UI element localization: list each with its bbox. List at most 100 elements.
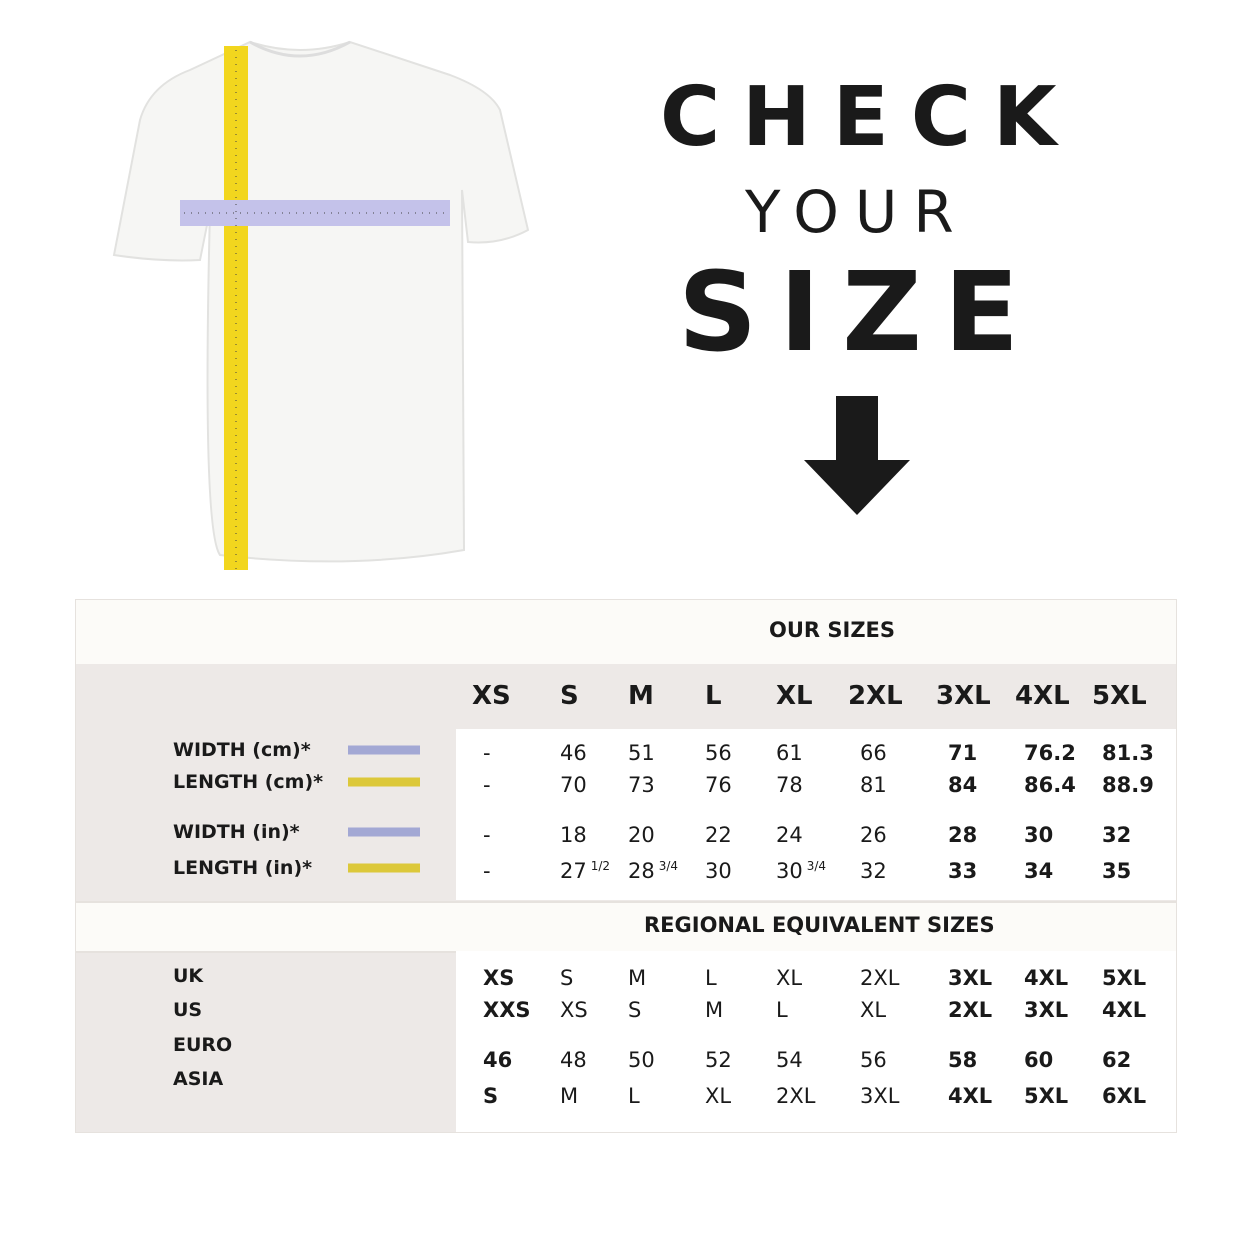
measurement-cell: 76.2 — [1024, 741, 1076, 765]
region-label: EURO — [173, 1034, 233, 1056]
size-header: 2XL — [848, 681, 903, 711]
regional-size-cell: 2XL — [948, 998, 993, 1022]
value: 76 — [705, 773, 732, 797]
tshirt-measurement-illustration — [112, 40, 530, 570]
region-label: US — [173, 999, 203, 1021]
regional-size-cell: XXS — [483, 998, 531, 1022]
value: 66 — [860, 741, 887, 765]
regional-size-cell: 3XL — [860, 1084, 900, 1108]
measurement-cell: 34 — [1024, 859, 1053, 883]
measurement-cell: 76 — [705, 773, 732, 797]
measurement-cell: - — [483, 859, 491, 883]
regional-size-cell: 60 — [1024, 1048, 1054, 1072]
measurement-cell: 66 — [860, 741, 887, 765]
measurement-cell: 46 — [560, 741, 587, 765]
measurement-cell: - — [483, 741, 491, 765]
regional-size-cell: 50 — [628, 1048, 655, 1072]
width-tape — [180, 200, 450, 226]
measurement-cell: 20 — [628, 823, 655, 847]
regional-size-cell: 6XL — [1102, 1084, 1147, 1108]
size-header: XL — [776, 681, 813, 711]
value: 56 — [705, 741, 732, 765]
measurement-cell: 26 — [860, 823, 887, 847]
regional-size-cell: M — [705, 998, 724, 1022]
value: 46 — [560, 741, 587, 765]
measurement-cell: 32 — [860, 859, 887, 883]
size-header: XS — [472, 681, 511, 711]
regional-size-cell: 62 — [1102, 1048, 1132, 1072]
regional-size-cell: 4XL — [948, 1084, 993, 1108]
regional-size-cell: L — [705, 966, 717, 990]
value: 81 — [860, 773, 887, 797]
regional-size-cell: L — [776, 998, 788, 1022]
value: 34 — [1024, 859, 1054, 883]
value: 61 — [776, 741, 803, 765]
regional-size-cell: XS — [560, 998, 588, 1022]
measurement-cell: 71 — [948, 741, 977, 765]
regional-size-cell: 3XL — [1024, 998, 1069, 1022]
headline-your: YOUR — [745, 178, 970, 246]
measurement-cell: 61 — [776, 741, 803, 765]
regional-size-cell: 5XL — [1102, 966, 1147, 990]
regional-size-cell: 54 — [776, 1048, 803, 1072]
value: 20 — [628, 823, 655, 847]
measurement-label: WIDTH (in)* — [173, 821, 300, 843]
regional-size-cell: L — [628, 1084, 640, 1108]
value: 28 — [628, 859, 655, 883]
measurement-cell: 70 — [560, 773, 587, 797]
value: 70 — [560, 773, 587, 797]
value: 18 — [560, 823, 587, 847]
regional-header-band — [76, 901, 1176, 953]
length-tape — [224, 46, 248, 570]
value: - — [483, 773, 491, 797]
value: 28 — [948, 823, 978, 847]
regional-size-cell: XL — [776, 966, 803, 990]
size-header: 3XL — [936, 681, 991, 711]
measurement-cell: 35 — [1102, 859, 1131, 883]
regional-size-cell: 4XL — [1102, 998, 1147, 1022]
fraction: 3/4 — [806, 859, 827, 873]
region-label: UK — [173, 965, 204, 987]
arrow-down-icon — [804, 396, 910, 515]
value: 32 — [860, 859, 887, 883]
measurement-cell: 30 — [1024, 823, 1053, 847]
fraction: 3/4 — [658, 859, 679, 873]
size-header: L — [705, 681, 722, 711]
value: - — [483, 859, 491, 883]
regional-size-cell: M — [560, 1084, 579, 1108]
value: 30 — [1024, 823, 1054, 847]
measurement-cell: 32 — [1102, 823, 1131, 847]
measurement-cell: 86.4 — [1024, 773, 1076, 797]
measurement-label: LENGTH (in)* — [173, 857, 313, 879]
value: 22 — [705, 823, 732, 847]
measurement-label: LENGTH (cm)* — [173, 771, 324, 793]
value: 71 — [948, 741, 978, 765]
our-sizes-header-band — [76, 600, 1176, 664]
value: - — [483, 741, 491, 765]
regional-size-cell: 58 — [948, 1048, 978, 1072]
value: 32 — [1102, 823, 1132, 847]
regional-title: REGIONAL EQUIVALENT SIZES — [644, 913, 995, 937]
measurement-cell: 18 — [560, 823, 587, 847]
width-swatch — [348, 745, 420, 755]
regional-size-cell: 46 — [483, 1048, 513, 1072]
our-sizes-title: OUR SIZES — [769, 618, 896, 642]
size-header: S — [560, 681, 579, 711]
value: 78 — [776, 773, 803, 797]
measurement-cell: 30 — [705, 859, 732, 883]
regional-size-cell: S — [483, 1084, 499, 1108]
regional-size-cell: 3XL — [948, 966, 993, 990]
size-header: M — [628, 681, 654, 711]
measurement-cell: 73 — [628, 773, 655, 797]
headline-size: SIZE — [678, 248, 1042, 376]
measurement-cell: 81.3 — [1102, 741, 1154, 765]
value: 35 — [1102, 859, 1132, 883]
measurement-cell: 56 — [705, 741, 732, 765]
width-swatch — [348, 827, 420, 837]
measurement-cell: 24 — [776, 823, 803, 847]
measurement-cell: 84 — [948, 773, 977, 797]
measurement-cell: 78 — [776, 773, 803, 797]
value: 84 — [948, 773, 978, 797]
value: 26 — [860, 823, 887, 847]
measurement-cell: 51 — [628, 741, 655, 765]
